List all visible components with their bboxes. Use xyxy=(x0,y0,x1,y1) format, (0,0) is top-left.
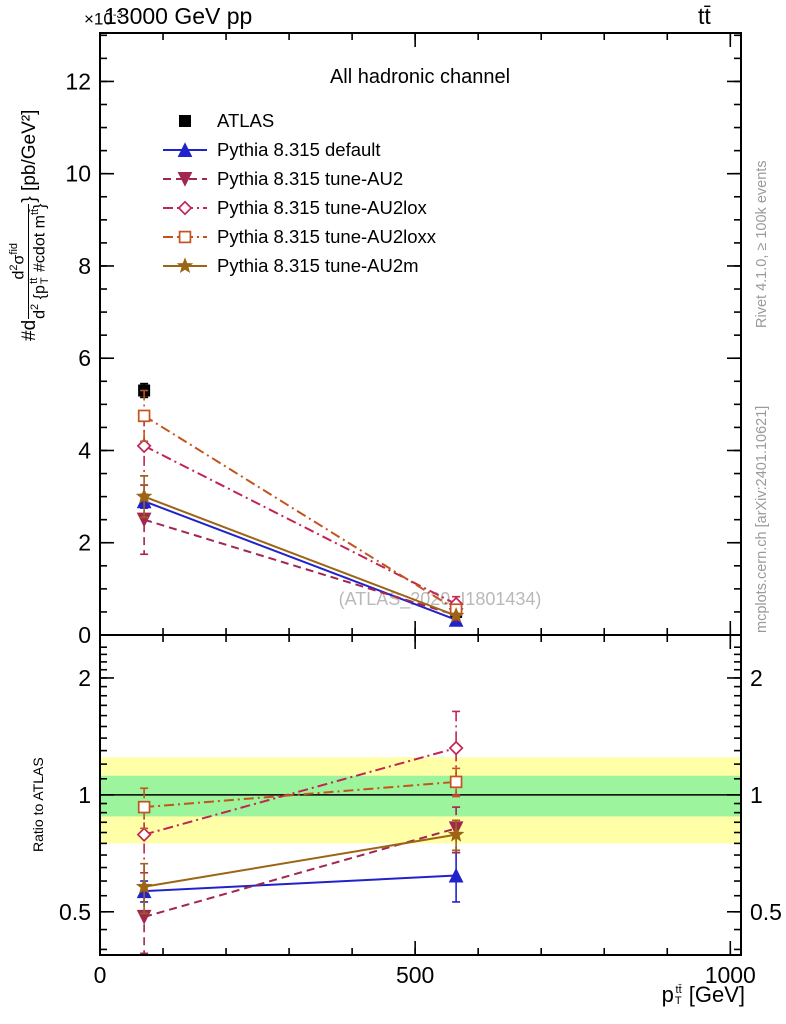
main-y-axis-label: #d d2σfid d2 {p tt̄ T #cdot mtt̄}} [pb/GeV²] xyxy=(8,29,52,341)
legend-item-1: Pythia 8.315 default xyxy=(162,135,436,164)
y-tick-label: 12 xyxy=(65,68,91,94)
series-line xyxy=(143,495,457,617)
y-tick-label: 8 xyxy=(78,253,91,279)
star-filled-marker xyxy=(135,487,153,504)
legend-label: Pythia 8.315 tune-AU2loxx xyxy=(217,225,437,247)
legend-swatch xyxy=(163,171,207,187)
y-tick-label: 2 xyxy=(78,530,91,556)
mcplots-arxiv-caption: mcplots.cern.ch [arXiv:2401.10621] xyxy=(754,405,770,633)
square-filled-marker xyxy=(179,114,192,127)
ylabel-suffix: } [pb/GeV²] xyxy=(18,109,40,203)
y-tick-label: 0.5 xyxy=(750,899,782,925)
triangle-up-filled-marker xyxy=(177,141,193,157)
series-pythia-8-315-tune-au2m xyxy=(135,819,465,915)
x-tick-label: 0 xyxy=(94,962,107,988)
legend-item-4: Pythia 8.315 tune-AU2loxx xyxy=(162,222,436,251)
diamond-open-marker xyxy=(448,740,464,756)
legend-swatch xyxy=(179,114,192,127)
legend-label: Pythia 8.315 default xyxy=(217,138,381,160)
star-filled-marker xyxy=(447,606,465,623)
legend-label: ATLAS xyxy=(217,109,275,131)
series-line xyxy=(143,518,457,617)
diamond-open-marker xyxy=(136,827,152,843)
process-label: tt̄ xyxy=(698,3,711,29)
square-open-marker xyxy=(178,230,192,243)
y-tick-label: 2 xyxy=(750,665,763,691)
ylabel-prefix: #d xyxy=(18,319,40,341)
square-open-marker xyxy=(137,409,151,423)
star-filled-marker xyxy=(447,825,465,842)
legend-swatch xyxy=(163,230,207,243)
legend: ATLAS Pythia 8.315 default Pythia 8.315 tu… xyxy=(162,106,436,280)
series-line xyxy=(143,415,457,611)
uncertainty-band-inner xyxy=(100,775,741,817)
square-open-marker xyxy=(137,800,151,814)
series-line xyxy=(143,833,457,888)
legend-swatch xyxy=(163,256,207,273)
legend-item-2: Pythia 8.315 tune-AU2 xyxy=(162,164,436,193)
triangle-up-filled-marker xyxy=(448,867,464,883)
diamond-open-marker xyxy=(136,438,152,454)
triangle-down-filled-marker xyxy=(177,171,193,187)
ylabel-denominator: d2 {p tt̄ T #cdot mtt̄} xyxy=(28,203,52,319)
legend-swatch xyxy=(163,200,207,215)
y-tick-label: 2 xyxy=(78,665,91,691)
diamond-open-marker xyxy=(177,200,193,215)
ylabel-fraction: d2σfid d2 {p tt̄ T #cdot mtt̄} xyxy=(8,203,52,319)
series-line xyxy=(143,827,457,918)
legend-label: Pythia 8.315 tune-AU2lox xyxy=(217,196,427,218)
legend-label: Pythia 8.315 tune-AU2 xyxy=(217,167,404,189)
legend-swatch xyxy=(163,141,207,157)
plot-title: All hadronic channel xyxy=(329,66,511,88)
square-open-marker xyxy=(449,775,463,789)
x-tick-label: 500 xyxy=(396,962,434,988)
ylabel-numerator: d2σfid xyxy=(8,242,28,280)
y-tick-label: 6 xyxy=(78,345,91,371)
ratio-y-axis-label: Ratio to ATLAS xyxy=(30,757,46,852)
series-line xyxy=(143,444,457,605)
axis-scale-factor: ×10-3 xyxy=(84,9,123,29)
series-line xyxy=(143,747,457,836)
legend-item-0: ATLAS xyxy=(162,106,436,135)
y-tick-label: 4 xyxy=(78,437,91,463)
rivet-version-caption: Rivet 4.1.0, ≥ 100k events xyxy=(754,160,770,328)
series-line xyxy=(144,780,457,809)
x-tick-label: 1000 xyxy=(705,962,756,988)
legend-item-3: Pythia 8.315 tune-AU2lox xyxy=(162,193,436,222)
series-pythia-8-315-tune-au2m xyxy=(135,475,465,623)
series-line xyxy=(143,500,457,621)
series-pythia-8-315-tune-au2 xyxy=(136,484,464,623)
legend-item-5: Pythia 8.315 tune-AU2m xyxy=(162,251,436,280)
legend-label: Pythia 8.315 tune-AU2m xyxy=(217,254,419,276)
y-tick-label: 0.5 xyxy=(59,899,91,925)
y-tick-label: 10 xyxy=(65,161,91,187)
y-tick-label: 1 xyxy=(750,782,763,808)
series-pythia-8-315-tune-au2loxx xyxy=(137,767,463,830)
x-axis-label: p tt̄ T [GeV] xyxy=(661,982,745,1008)
beam-energy-label: 13000 GeV pp xyxy=(104,3,253,29)
star-filled-marker xyxy=(176,256,194,273)
y-tick-label: 0 xyxy=(78,622,91,648)
series-pythia-8-315-default xyxy=(136,493,464,627)
star-filled-marker xyxy=(135,878,153,894)
series-line xyxy=(144,874,457,893)
y-tick-label: 1 xyxy=(78,782,91,808)
